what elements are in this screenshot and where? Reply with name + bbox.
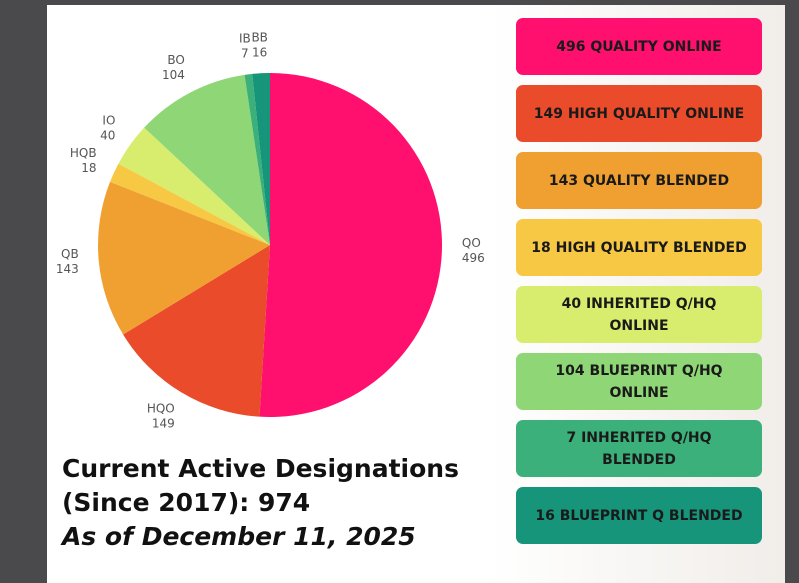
legend-entry: 16 BLUEPRINT Q BLENDED	[516, 487, 762, 544]
pie-slice	[98, 181, 270, 335]
slice-value: 104	[162, 68, 185, 82]
pie-slice	[144, 74, 270, 245]
slice-value: 496	[462, 251, 485, 265]
pie-slice	[244, 73, 270, 246]
legend-entry: 104 BLUEPRINT Q/HQ ONLINE	[516, 353, 762, 410]
pie-slice	[252, 73, 270, 245]
slice-label: QO	[462, 236, 481, 250]
legend-entry: 7 INHERITED Q/HQ BLENDED	[516, 420, 762, 477]
slice-value: 40	[100, 129, 115, 143]
subtitle: As of December 11, 2025	[62, 522, 416, 551]
pie-slice	[110, 163, 270, 245]
slice-label: IB	[239, 32, 251, 46]
title-line: Current Active Designations	[62, 454, 459, 483]
legend-entry: 143 QUALITY BLENDED	[516, 152, 762, 209]
legend-entry: 18 HIGH QUALITY BLENDED	[516, 219, 762, 276]
legend-entry: 149 HIGH QUALITY ONLINE	[516, 85, 762, 142]
slice-value: 143	[56, 262, 79, 276]
title-block: Current Active Designations (Since 2017)…	[62, 452, 459, 554]
slice-label: BB	[251, 30, 267, 44]
slice-value: 149	[152, 416, 175, 430]
slice-value: 7	[241, 47, 249, 61]
slice-label: IO	[102, 114, 115, 128]
slice-label: HQB	[70, 146, 97, 160]
slice-label: QB	[61, 247, 79, 261]
slice-label: HQO	[147, 401, 175, 415]
slice-value: 18	[81, 161, 96, 175]
pie-slice	[118, 127, 270, 245]
pie-slice	[123, 245, 271, 417]
legend: 496 QUALITY ONLINE 149 HIGH QUALITY ONLIN…	[516, 18, 762, 554]
slice-value: 16	[252, 45, 267, 59]
pie-slice	[259, 73, 442, 417]
legend-entry: 496 QUALITY ONLINE	[516, 18, 762, 75]
title-line: (Since 2017): 974	[62, 488, 311, 517]
legend-entry: 40 INHERITED Q/HQ ONLINE	[516, 286, 762, 343]
slice-label: BO	[167, 53, 184, 67]
